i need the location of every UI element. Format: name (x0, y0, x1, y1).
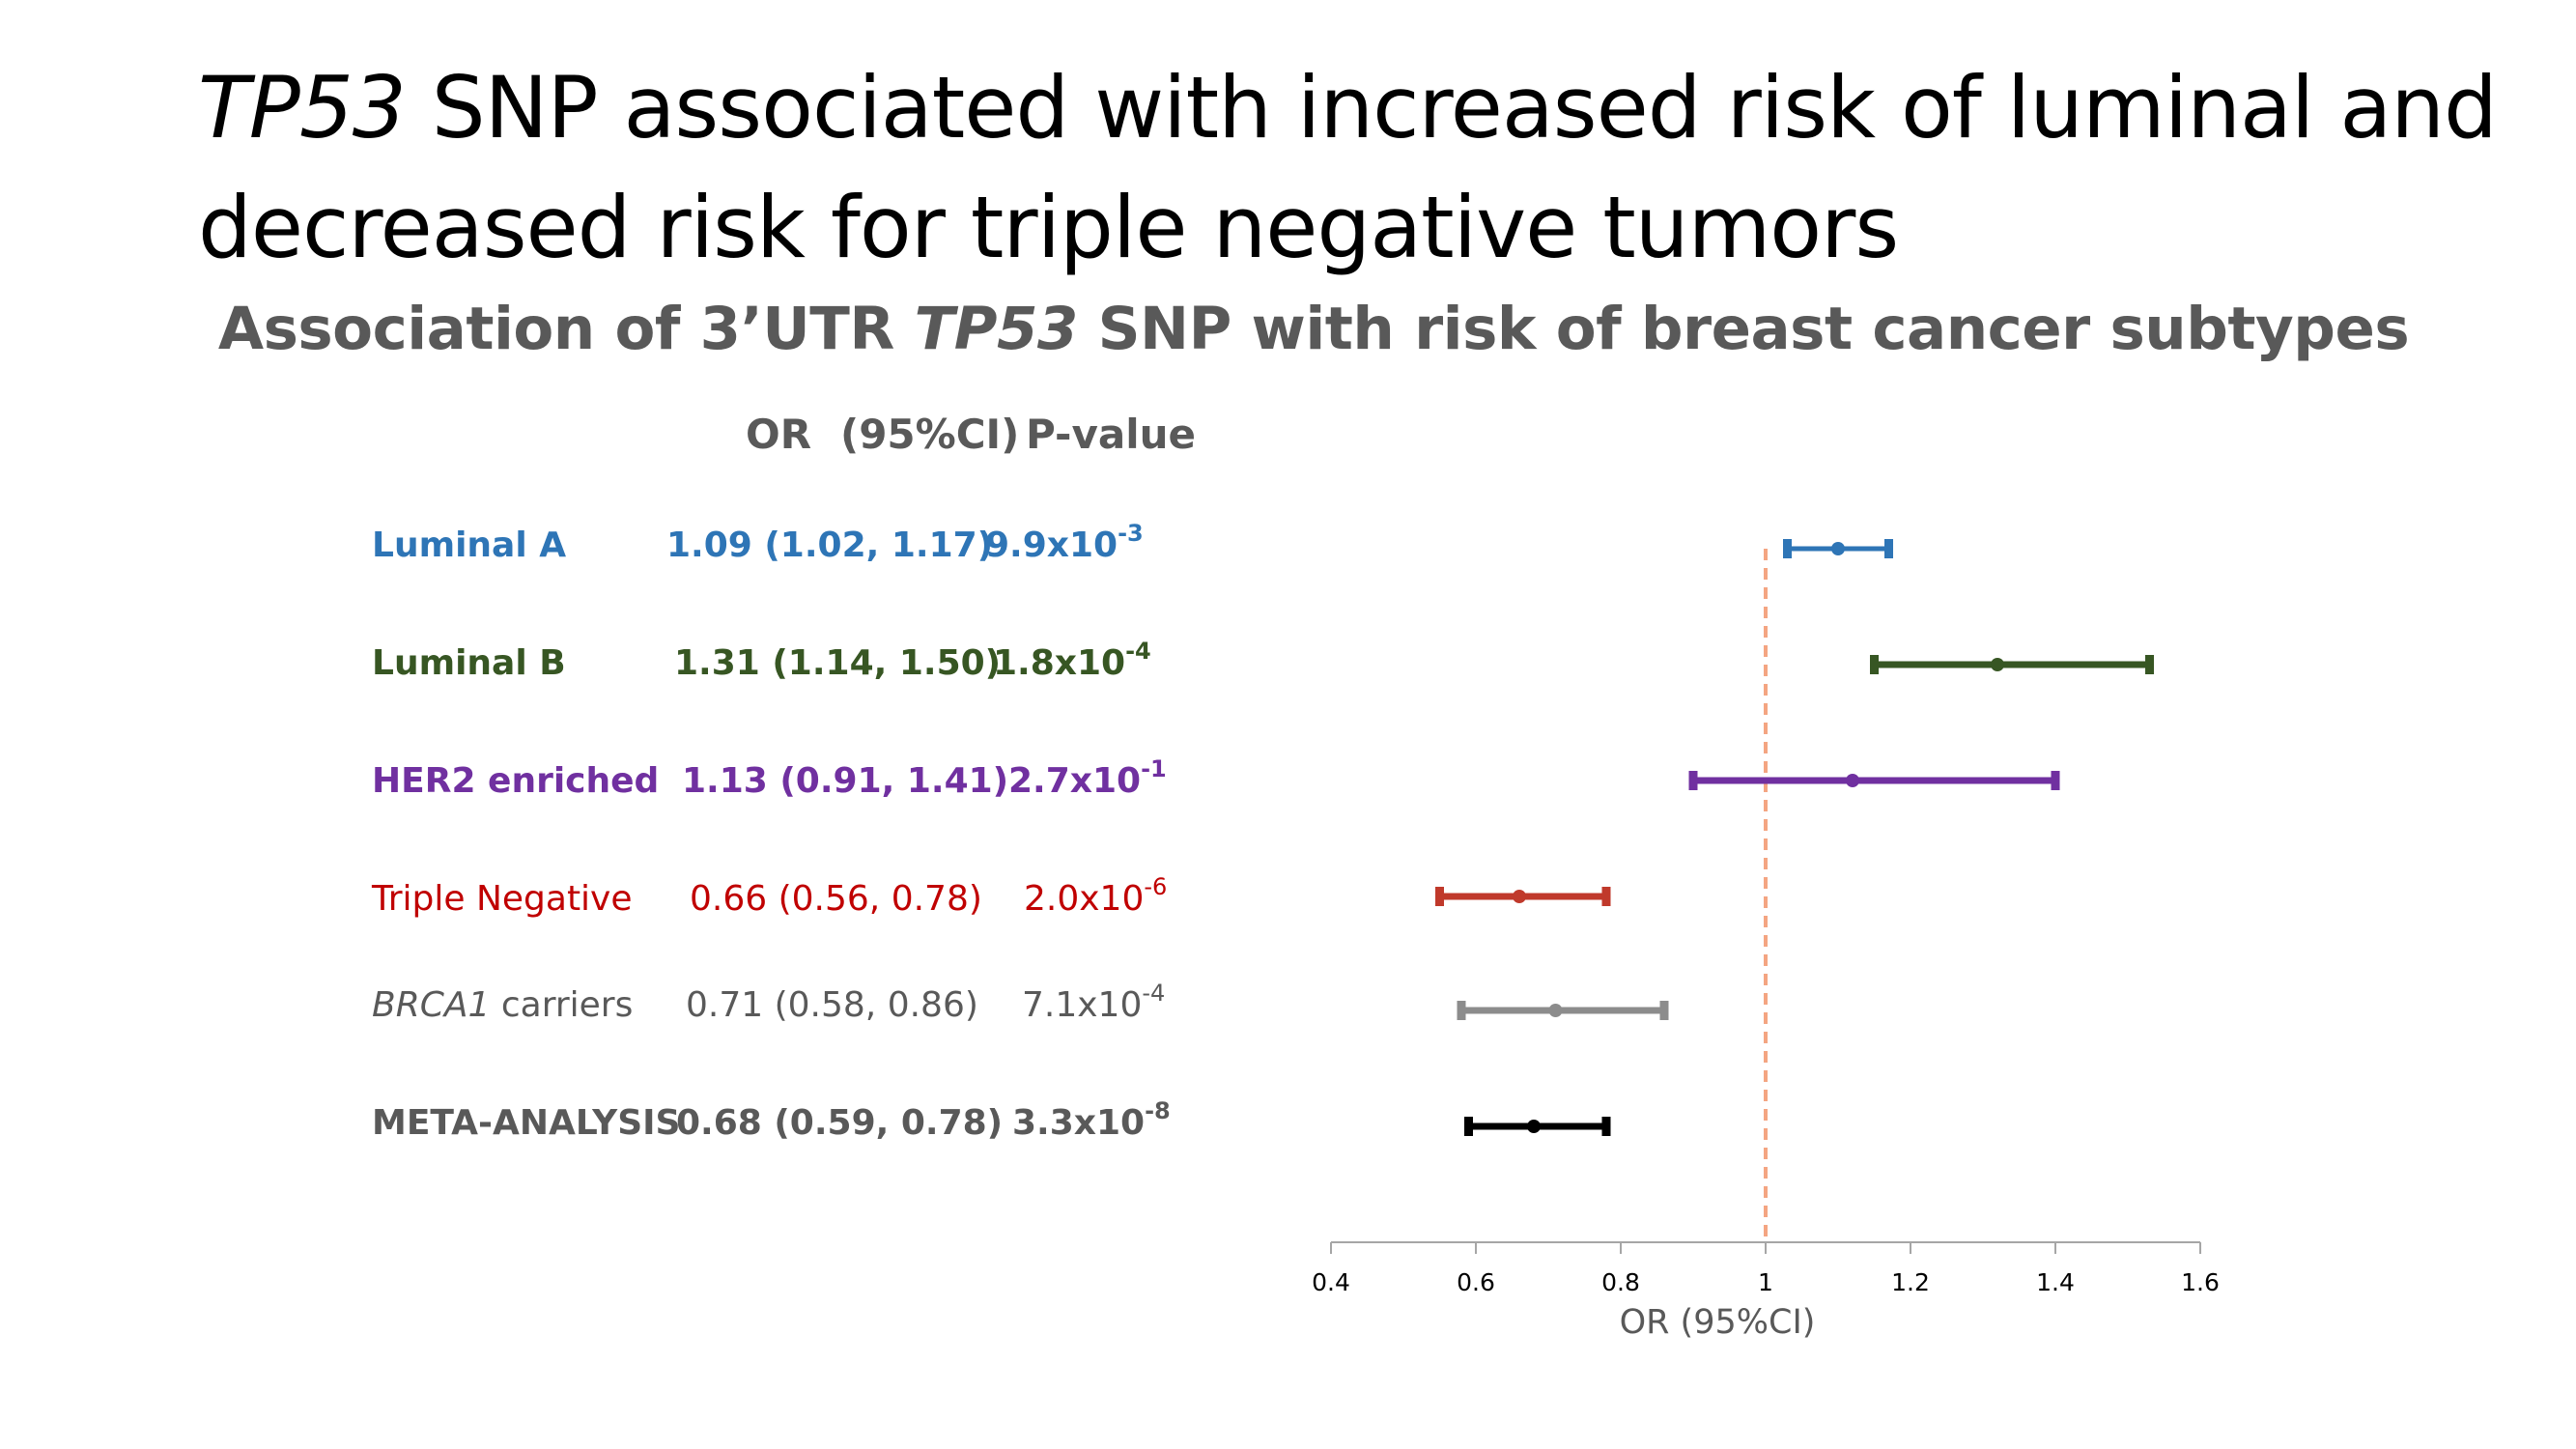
subtitle-post: SNP with risk of breast cancer subtypes (1077, 295, 2410, 363)
or-point (1513, 890, 1526, 903)
x-tick-label: 1.6 (2181, 1268, 2220, 1296)
row-label: META-ANALYSIS (372, 1099, 680, 1148)
row-label-text: META-ANALYSIS (372, 1103, 681, 1143)
or-point (1527, 1120, 1541, 1133)
p-value-base: 1.8x10 (993, 643, 1126, 683)
row-label-text: Luminal B (372, 643, 566, 683)
or-point (1846, 774, 1859, 787)
p-value-exponent: -4 (1142, 980, 1166, 1007)
p-value-exponent: -6 (1144, 873, 1168, 900)
title-gene-italic: TP53 (198, 58, 407, 157)
p-value-exponent: -3 (1118, 520, 1144, 547)
p-value-exponent: -8 (1145, 1097, 1171, 1124)
row-or-ci: 0.71 (0.58, 0.86) (686, 985, 978, 1025)
row-label-text: carriers (490, 985, 634, 1025)
row-or-ci: 1.09 (1.02, 1.17) (666, 526, 994, 565)
row-label: BRCA1 carriers (372, 981, 633, 1030)
p-value-base: 9.9x10 (985, 526, 1118, 565)
x-tick-label: 0.6 (1457, 1268, 1495, 1296)
p-value-base: 7.1x10 (1022, 985, 1143, 1025)
row-label-text: Luminal A (372, 526, 567, 565)
x-tick-label: 1.2 (1891, 1268, 1930, 1296)
row-p-value: 7.1x10-4 (1022, 981, 1165, 1030)
row-p-value: 3.3x10-8 (1012, 1099, 1171, 1148)
row-label: Triple Negative (372, 875, 633, 923)
p-value-exponent: -4 (1125, 638, 1151, 665)
or-point (1831, 542, 1845, 555)
x-tick-label: 1.4 (2036, 1268, 2075, 1296)
row-label: HER2 enriched (372, 757, 659, 806)
header-p: P-value (1026, 411, 1196, 458)
header-ci: (95%CI) (840, 411, 1020, 458)
x-tick-label: 0.8 (1601, 1268, 1640, 1296)
p-value-exponent: -1 (1141, 755, 1167, 782)
row-or-ci: 1.13 (0.91, 1.41) (682, 761, 1009, 801)
title-line-1-rest: SNP associated with increased risk of lu… (405, 58, 2498, 157)
p-value-base: 2.7x10 (1008, 761, 1142, 801)
x-tick-label: 1 (1758, 1268, 1773, 1296)
x-axis-title: OR (95%CI) (1620, 1303, 1816, 1342)
title-line-2: decreased risk for triple negative tumor… (198, 178, 1899, 277)
p-value-base: 3.3x10 (1012, 1103, 1146, 1143)
row-p-value: 9.9x10-3 (985, 522, 1144, 570)
subtitle-pre: Association of 3’UTR (217, 295, 915, 363)
row-p-value: 2.7x10-1 (1008, 757, 1167, 806)
row-or-ci: 0.66 (0.56, 0.78) (690, 879, 982, 919)
row-p-value: 1.8x10-4 (993, 639, 1151, 688)
subtitle-gene-italic: TP53 (914, 295, 1079, 363)
row-label-italic: BRCA1 (372, 985, 491, 1025)
title-line-1: TP53 SNP associated with increased risk … (198, 48, 2535, 168)
header-or: OR (746, 411, 812, 458)
p-value-base: 2.0x10 (1024, 879, 1145, 919)
slide-title: TP53 SNP associated with increased risk … (198, 48, 2535, 288)
row-label-text: Triple Negative (372, 879, 633, 919)
or-point (1548, 1004, 1563, 1017)
row-or-ci: 1.31 (1.14, 1.50) (674, 643, 1002, 683)
or-point (1991, 658, 2004, 671)
row-label-text: HER2 enriched (372, 761, 660, 801)
row-label: Luminal A (372, 522, 566, 570)
row-or-ci: 0.68 (0.59, 0.78) (676, 1103, 1004, 1143)
row-label: Luminal B (372, 639, 566, 688)
x-tick-label: 0.4 (1312, 1268, 1350, 1296)
chart-subtitle: Association of 3’UTR TP53 SNP with risk … (0, 295, 2576, 363)
row-p-value: 2.0x10-6 (1024, 875, 1167, 923)
